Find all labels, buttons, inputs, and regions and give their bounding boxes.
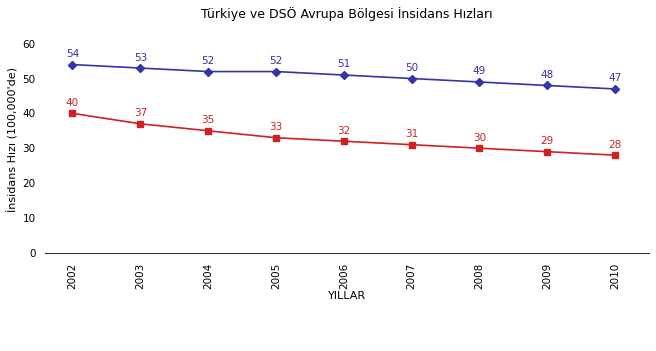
Y-axis label: İnsidans Hızı (100,000'de): İnsidans Hızı (100,000'de) (7, 67, 18, 212)
Text: 47: 47 (609, 73, 622, 84)
TÜRKİYE (408, 143, 416, 147)
DSÖ Avrupa Bölgesi (272, 69, 280, 74)
DSÖ Avrupa Bölgesi (69, 62, 77, 67)
DSÖ Avrupa Bölgesi (136, 66, 144, 70)
Text: 48: 48 (541, 70, 554, 80)
Text: 28: 28 (609, 140, 622, 150)
Text: 33: 33 (270, 122, 283, 132)
Text: 50: 50 (405, 63, 419, 73)
TÜRKİYE (611, 153, 619, 157)
Title: Türkiye ve DSÖ Avrupa Bölgesi İnsidans Hızları: Türkiye ve DSÖ Avrupa Bölgesi İnsidans H… (201, 7, 493, 21)
TÜRKİYE (476, 146, 483, 150)
X-axis label: YILLAR: YILLAR (328, 291, 366, 302)
TÜRKİYE (204, 129, 212, 133)
TÜRKİYE (340, 139, 348, 143)
Text: 51: 51 (337, 59, 350, 69)
TÜRKİYE (543, 150, 551, 154)
DSÖ Avrupa Bölgesi (476, 80, 483, 84)
Text: 31: 31 (405, 129, 419, 139)
DSÖ Avrupa Bölgesi (543, 84, 551, 88)
Text: 52: 52 (270, 56, 283, 66)
Text: 32: 32 (337, 126, 350, 136)
Text: 54: 54 (66, 49, 79, 59)
DSÖ Avrupa Bölgesi (204, 69, 212, 74)
Text: 53: 53 (134, 53, 147, 62)
Text: 30: 30 (473, 133, 486, 143)
Text: 52: 52 (201, 56, 215, 66)
Text: 29: 29 (541, 136, 554, 146)
Text: 49: 49 (473, 66, 486, 77)
Text: 40: 40 (66, 98, 79, 108)
DSÖ Avrupa Bölgesi (408, 77, 416, 81)
Line: TÜRKİYE: TÜRKİYE (70, 111, 618, 158)
DSÖ Avrupa Bölgesi (340, 73, 348, 77)
TÜRKİYE (136, 122, 144, 126)
TÜRKİYE (69, 111, 77, 115)
TÜRKİYE (272, 135, 280, 140)
DSÖ Avrupa Bölgesi (611, 87, 619, 91)
Line: DSÖ Avrupa Bölgesi: DSÖ Avrupa Bölgesi (70, 62, 618, 92)
Text: 35: 35 (201, 115, 215, 125)
Text: 37: 37 (134, 108, 147, 118)
